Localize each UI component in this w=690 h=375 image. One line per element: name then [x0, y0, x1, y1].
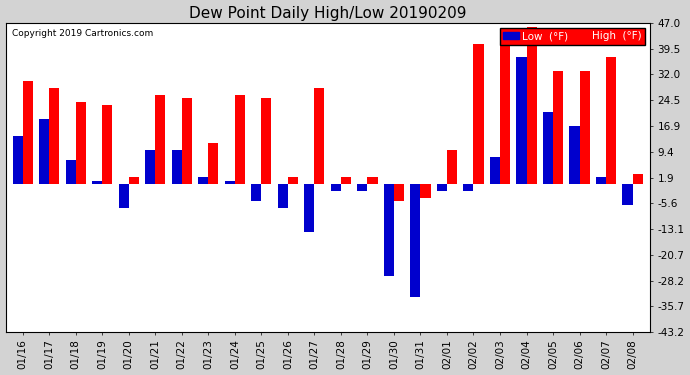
- Bar: [39, 119, 49, 184]
- Bar: [473, 44, 484, 184]
- Bar: [155, 95, 166, 184]
- Text: Copyright 2019 Cartronics.com: Copyright 2019 Cartronics.com: [12, 29, 153, 38]
- Bar: [384, 184, 394, 276]
- Bar: [12, 136, 23, 184]
- Bar: [92, 181, 102, 184]
- Bar: [49, 88, 59, 184]
- Bar: [411, 184, 420, 297]
- Bar: [198, 177, 208, 184]
- Bar: [208, 143, 219, 184]
- Bar: [447, 150, 457, 184]
- Bar: [490, 157, 500, 184]
- Bar: [394, 184, 404, 201]
- Bar: [331, 184, 341, 191]
- Bar: [622, 184, 633, 205]
- Bar: [633, 174, 642, 184]
- Bar: [516, 57, 526, 184]
- Bar: [66, 160, 76, 184]
- Legend: Low  (°F), High  (°F): Low (°F), High (°F): [500, 28, 644, 45]
- Bar: [23, 81, 33, 184]
- Bar: [606, 57, 616, 184]
- Bar: [500, 33, 510, 184]
- Bar: [437, 184, 447, 191]
- Bar: [368, 177, 377, 184]
- Bar: [182, 98, 192, 184]
- Bar: [225, 181, 235, 184]
- Bar: [526, 27, 537, 184]
- Bar: [288, 177, 298, 184]
- Bar: [304, 184, 315, 232]
- Title: Dew Point Daily High/Low 20190209: Dew Point Daily High/Low 20190209: [189, 6, 466, 21]
- Bar: [76, 102, 86, 184]
- Bar: [464, 184, 473, 191]
- Bar: [580, 71, 590, 184]
- Bar: [315, 88, 324, 184]
- Bar: [146, 150, 155, 184]
- Bar: [357, 184, 368, 191]
- Bar: [341, 177, 351, 184]
- Bar: [553, 71, 563, 184]
- Bar: [262, 98, 271, 184]
- Bar: [119, 184, 129, 208]
- Bar: [569, 126, 580, 184]
- Bar: [172, 150, 182, 184]
- Bar: [129, 177, 139, 184]
- Bar: [278, 184, 288, 208]
- Bar: [251, 184, 262, 201]
- Bar: [235, 95, 245, 184]
- Bar: [102, 105, 112, 184]
- Bar: [420, 184, 431, 198]
- Bar: [596, 177, 606, 184]
- Bar: [543, 112, 553, 184]
